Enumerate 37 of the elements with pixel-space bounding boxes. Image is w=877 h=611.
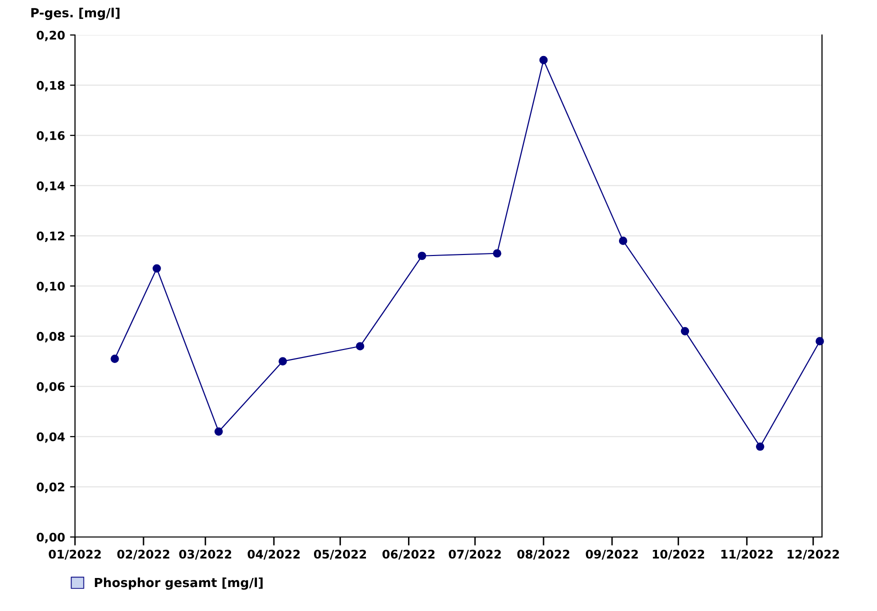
x-tick-label: 11/2022: [721, 550, 773, 560]
y-tick-label: 0,08: [36, 332, 65, 342]
y-tick-label: 0,04: [36, 432, 65, 443]
point: [756, 442, 764, 451]
point: [492, 249, 502, 258]
point: [278, 357, 287, 366]
point: [152, 264, 161, 273]
x-tick-label: 02/2022: [117, 550, 170, 560]
x-tick-label: 09/2022: [586, 550, 638, 560]
x-tick-label: 08/2022: [517, 550, 570, 560]
point: [214, 427, 223, 436]
y-tick-label: 0,20: [36, 30, 65, 42]
point: [816, 337, 824, 346]
x-tick-label: 05/2022: [314, 550, 366, 560]
y-tick-label: 0,02: [36, 482, 64, 493]
y-tick-label: 0,00: [36, 532, 65, 544]
x-tick-label: 03/2022: [179, 550, 232, 560]
x-tick-label: 12/2022: [788, 550, 839, 560]
x-tick-label: 06/2022: [382, 550, 434, 560]
y-tick-label: 0,06: [36, 382, 65, 393]
point: [356, 342, 364, 350]
y-tick-label: 0,16: [36, 131, 65, 142]
x-tick-label: 04/2022: [248, 550, 300, 560]
y-tick-label: 0,10: [36, 282, 65, 292]
point: [680, 327, 690, 336]
y-tick-label: 0,14: [36, 181, 65, 192]
y-axis-title: P-ges. [mg/l]: [31, 8, 120, 20]
y-tick-label: 0,12: [36, 232, 64, 242]
x-tick-label: 01/2022: [48, 550, 101, 560]
x-tick-label: 10/2022: [652, 550, 704, 560]
legend-label: Phosphor gesamt [mg/l]: [94, 578, 263, 590]
y-tick-label: 0,18: [36, 80, 65, 92]
point: [618, 236, 628, 245]
point: [110, 354, 119, 363]
x-tick-label: 07/2022: [448, 550, 501, 560]
point: [539, 56, 548, 64]
point: [418, 252, 426, 260]
